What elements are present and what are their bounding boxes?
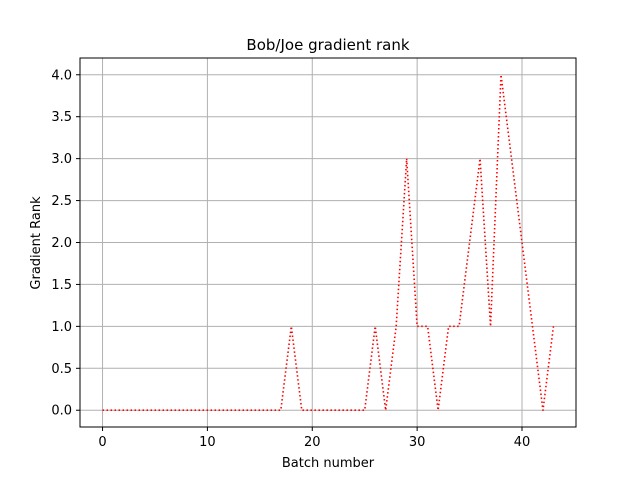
y-tick-label: 3.5 <box>51 110 72 125</box>
x-axis-label: Batch number <box>282 456 375 471</box>
y-tick-label: 1.5 <box>51 278 72 293</box>
x-tick-label: 0 <box>98 435 106 450</box>
ticks: 0 10 20 30 40 0.0 0.5 1.0 1.5 2.0 2.5 3.0 3.5 4.0 <box>51 68 530 450</box>
x-tick-label: 10 <box>199 435 216 450</box>
y-tick-label: 4.0 <box>51 68 72 83</box>
y-tick-label: 2.0 <box>51 236 72 251</box>
x-tick-label: 40 <box>514 435 531 450</box>
y-tick-label: 2.5 <box>51 194 72 209</box>
y-tick-label: 3.0 <box>51 152 72 167</box>
x-tick-label: 20 <box>304 435 321 450</box>
grid <box>80 58 576 427</box>
series-layer <box>102 73 555 412</box>
y-axis-label: Gradient Rank <box>29 196 44 290</box>
y-tick-label: 0.0 <box>51 404 72 419</box>
series-line <box>102 73 555 412</box>
chart-title: Bob/Joe gradient rank <box>246 36 409 54</box>
y-tick-label: 0.5 <box>51 362 72 377</box>
y-tick-label: 1.0 <box>51 320 72 335</box>
x-tick-label: 30 <box>409 435 426 450</box>
